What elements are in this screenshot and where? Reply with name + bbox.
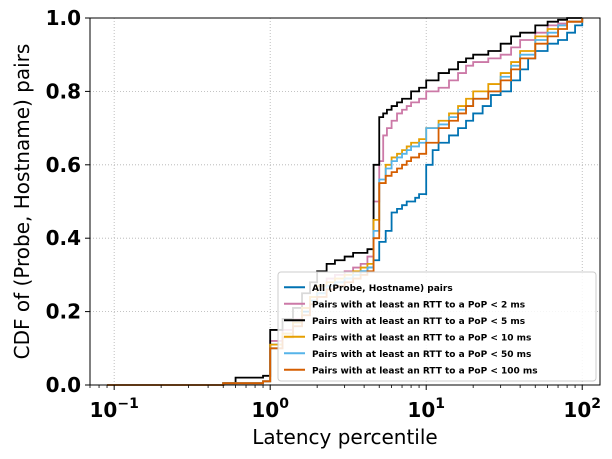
legend-label: Pairs with at least an RTT to a PoP < 10… [312,366,538,376]
x-tick-exponent: 0 [279,396,289,412]
y-tick-label: 0.4 [46,226,81,250]
x-tick-label: 102 [563,396,601,422]
x-tick-label: 101 [407,396,445,422]
axes: 0.00.20.40.60.81.010−1 100 101 102 [46,6,601,422]
y-tick-label: 0.0 [46,373,81,397]
legend-label: Pairs with at least an RTT to a PoP < 10… [312,333,531,343]
legend-label: Pairs with at least an RTT to a PoP < 2 … [312,300,525,310]
x-tick-exponent: 1 [435,396,445,412]
x-tick-label: 100 [251,396,289,422]
x-tick-exponent: 2 [591,396,601,412]
y-tick-label: 1.0 [46,6,81,30]
x-tick-base: 10 [563,398,591,422]
legend-label: Pairs with at least an RTT to a PoP < 50… [312,350,531,360]
y-tick-label: 0.8 [46,79,81,103]
x-tick-label: 10−1 [90,396,139,422]
y-tick-label: 0.2 [46,300,81,324]
legend-box [277,271,597,382]
x-tick-base: 10 [90,398,118,422]
x-tick-exponent: −1 [117,396,138,412]
legend-label: All (Probe, Hostname) pairs [312,284,453,294]
y-tick-label: 0.6 [46,153,81,177]
y-axis-label: CDF of (Probe, Hostname) pairs [10,44,34,360]
legend-label: Pairs with at least an RTT to a PoP < 5 … [312,317,525,327]
x-tick-base: 10 [407,398,435,422]
x-tick-base: 10 [251,398,279,422]
x-axis-label: Latency percentile [252,425,437,449]
legend: All (Probe, Hostname) pairs Pairs with at… [277,271,597,382]
